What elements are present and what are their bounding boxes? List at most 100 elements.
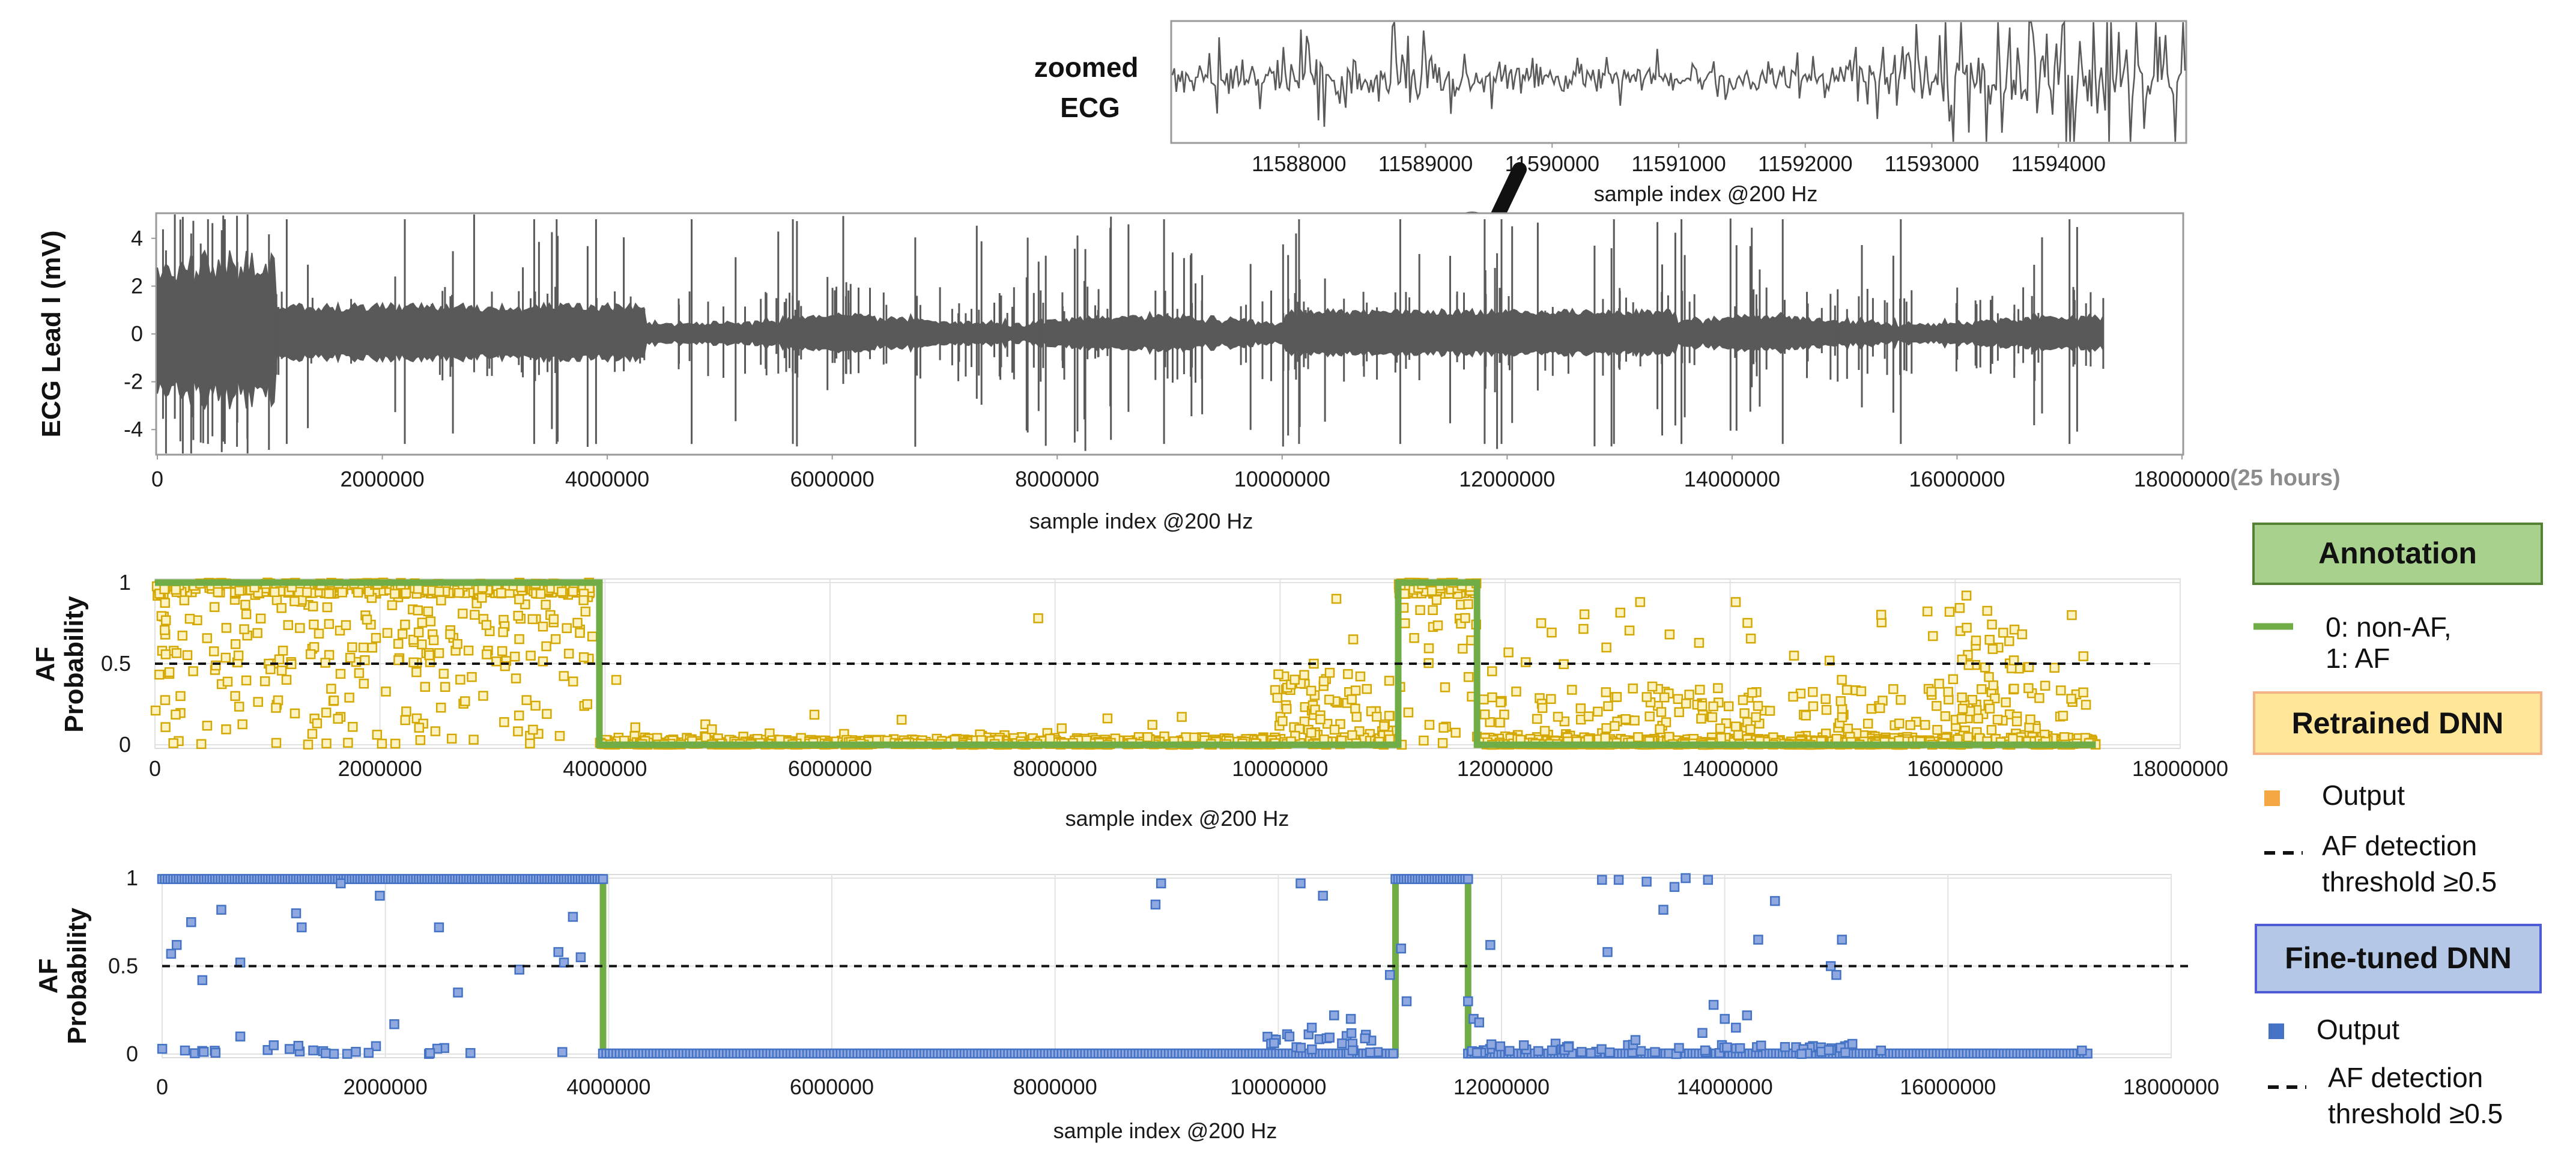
retrained-output-point	[255, 613, 266, 624]
retrained-output-point	[514, 594, 524, 605]
retrained-output-point	[1635, 597, 1646, 607]
retrained-output-point	[1426, 586, 1437, 596]
finetuned-output-point	[216, 905, 226, 915]
retrained-output-point	[271, 738, 282, 748]
finetuned-output-point	[1825, 961, 1836, 971]
ecg-x-axis-label: sample index @200 Hz	[1029, 509, 1253, 533]
retrained-output-point	[401, 588, 411, 598]
ecg-x-tick-label: 4000000	[565, 467, 649, 491]
retrained-output-point	[1695, 685, 1705, 695]
retrained-output-point	[209, 646, 219, 656]
retrained-output-point	[1956, 714, 1967, 724]
finetuned-output-point	[575, 952, 586, 963]
retrained-output-point	[1567, 685, 1577, 695]
x-tick-label: 6000000	[788, 756, 872, 781]
retrained-output-point	[542, 709, 552, 719]
retrained-output-point	[1971, 635, 1981, 646]
retrained-output-point	[1987, 644, 1998, 654]
retrained-output-point	[1537, 703, 1548, 713]
retrained-output-point	[1713, 683, 1723, 693]
retrained-output-point	[2004, 636, 2014, 646]
ecg-y-axis-label: ECG Lead I (mV)	[37, 231, 66, 438]
retrained-output-point	[230, 639, 241, 649]
retrained-output-point	[580, 606, 591, 617]
legend-retrained-box	[2253, 691, 2542, 755]
finetuned-ticks: 0 2000000 4000000 6000000 8000000 10000000 120…	[108, 865, 2219, 1099]
retrained-output-point	[1920, 720, 1930, 730]
retrained-output-point	[1943, 687, 1953, 697]
retrained-output-point	[535, 589, 546, 599]
retrained-output-point	[2078, 687, 2088, 698]
retrained-output-point	[514, 634, 524, 644]
retrained-output-point	[160, 615, 171, 625]
retrained-output-point	[1982, 605, 1992, 616]
retrained-output-point	[1299, 670, 1309, 681]
retrained-output-point	[497, 646, 508, 656]
x-tick-label: 16000000	[1900, 1075, 1996, 1099]
retrained-output-point	[1932, 724, 1942, 735]
finetuned-output-point	[1296, 878, 1306, 889]
retrained-output-point	[1926, 687, 1936, 697]
retrained-output-point	[1423, 643, 1434, 653]
retrained-output-point	[1432, 620, 1443, 631]
retrained-output-point	[420, 682, 431, 692]
retrained-output-point	[343, 738, 353, 748]
finetuned-output-point	[557, 1047, 568, 1057]
x-tick-label: 12000000	[1453, 1075, 1550, 1099]
retrained-output-point	[234, 702, 244, 712]
finetuned-output-point	[1401, 996, 1412, 1007]
ecg-y-tick-label: 0	[131, 321, 143, 346]
finetuned-output-point	[1284, 1031, 1295, 1041]
x-tick-label: 12000000	[1457, 756, 1553, 781]
retrained-output-point	[440, 682, 450, 692]
retrained-output-point	[1315, 714, 1326, 724]
retrained-output-point	[1940, 711, 1951, 721]
finetuned-output-point	[1703, 875, 1714, 885]
retrained-output-point	[164, 667, 175, 678]
retrained-output-point	[345, 652, 356, 663]
retrained-output-point	[1963, 732, 1974, 742]
retrained-output-point	[1644, 711, 1655, 722]
finetuned-output-point	[434, 922, 444, 933]
retrained-output-point	[2078, 651, 2089, 661]
retrained-output-point	[237, 719, 247, 730]
retrained-output-point	[240, 599, 250, 610]
retrained-output-point	[179, 595, 190, 605]
retrained-output-point	[1896, 694, 1906, 705]
retrained-output-point	[1835, 696, 1846, 706]
retrained-output-point	[274, 654, 285, 665]
retrained-output-point	[511, 673, 521, 684]
retrained-output-point	[1739, 708, 1750, 718]
retrained-output-point	[1733, 730, 1744, 741]
finetuned-output-point	[1307, 1044, 1317, 1055]
finetuned-output-point	[1680, 873, 1691, 884]
retrained-output-point	[2011, 716, 2022, 727]
retrained-output-point	[1751, 712, 1761, 723]
retrained-output-point	[463, 645, 474, 656]
finetuned-output-point	[1533, 1046, 1544, 1056]
retrained-output-point	[548, 614, 559, 625]
finetuned-output-point	[453, 987, 463, 998]
retrained-output-point	[1707, 712, 1718, 723]
legend-retrained-title: Retrained DNN	[2292, 706, 2504, 740]
retrained-output-point	[1841, 685, 1852, 695]
retrained-output-point	[1948, 674, 1959, 685]
retrained-output-point	[562, 623, 572, 634]
retrained-output-point	[1708, 701, 1718, 712]
retrained-output-point	[541, 641, 551, 652]
retrained-output-point	[182, 650, 193, 661]
finetuned-output-point	[553, 947, 563, 957]
finetuned-output-point	[1396, 943, 1407, 954]
retrained-output-point	[209, 602, 220, 612]
retrained-output-point	[1987, 619, 1997, 630]
retrained-output-point	[1536, 618, 1547, 628]
retrained-output-point	[241, 609, 252, 619]
retrained-output-point	[2058, 711, 2068, 721]
retrained-output-point	[1318, 676, 1329, 687]
retrained-output-point	[353, 587, 363, 598]
finetuned-output-point	[293, 1040, 304, 1051]
retrained-output-point	[154, 669, 165, 680]
finetuned-output-point	[1650, 1047, 1660, 1057]
retrained-output-point	[527, 614, 538, 625]
finetuned-output-point	[1674, 1043, 1684, 1053]
